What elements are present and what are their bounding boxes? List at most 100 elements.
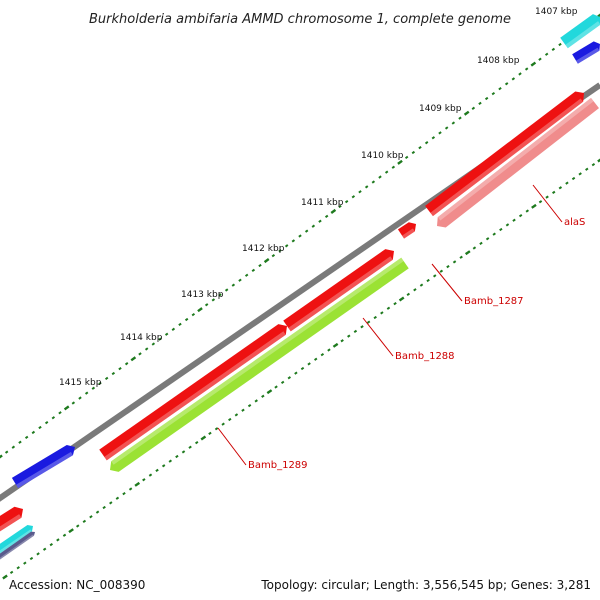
minor-tick: [175, 454, 179, 459]
feature-Bamb_1289-highlight: [111, 257, 404, 465]
feature-slate-body: [0, 531, 35, 560]
feature-track: [0, 14, 600, 560]
major-tick: [2, 574, 8, 580]
minor-tick: [271, 254, 276, 258]
minor-tick: [424, 141, 429, 145]
minor-tick: [274, 385, 278, 389]
minor-tick: [171, 327, 176, 331]
minor-tick: [228, 417, 232, 422]
major-tick: [531, 203, 537, 209]
major-tick: [332, 342, 339, 348]
feature-forward-3-highlight: [402, 228, 415, 239]
minor-tick: [344, 199, 349, 204]
minor-tick: [241, 408, 245, 412]
minor-tick: [188, 445, 192, 449]
feature-forward-2-highlight: [288, 256, 393, 332]
minor-tick: [244, 273, 249, 277]
minor-tick: [492, 232, 496, 236]
minor-tick: [44, 420, 49, 425]
minor-tick: [168, 459, 172, 463]
minor-tick: [58, 411, 62, 415]
minor-tick: [142, 478, 146, 482]
minor-tick: [158, 337, 162, 341]
gene-label: Bamb_1287: [464, 296, 524, 307]
minor-tick: [261, 394, 265, 398]
minor-tick: [378, 175, 382, 179]
minor-tick: [499, 227, 503, 232]
minor-tick: [78, 396, 82, 400]
minor-tick: [324, 214, 329, 218]
minor-tick: [204, 303, 209, 307]
feature-forward-5: [0, 506, 23, 532]
minor-tick: [148, 473, 153, 477]
minor-tick: [164, 332, 169, 336]
minor-tick: [155, 468, 159, 473]
feature-Bamb_1289-body: [110, 257, 409, 472]
minor-tick: [300, 366, 305, 371]
minor-tick: [49, 542, 53, 547]
minor-tick: [524, 67, 529, 71]
minor-tick: [418, 145, 422, 150]
minor-tick: [439, 269, 444, 273]
minor-tick: [458, 116, 462, 120]
minor-tick: [18, 440, 22, 444]
minor-tick: [413, 288, 417, 292]
minor-tick: [393, 302, 397, 306]
minor-tick: [351, 195, 356, 199]
gene-label: Bamb_1289: [248, 460, 308, 471]
feature-forward-4-body: [425, 91, 584, 217]
genome-summary: Topology: circular; Length: 3,556,545 bp…: [261, 578, 591, 592]
minor-tick: [98, 381, 102, 385]
minor-tick: [291, 239, 296, 243]
minor-tick: [585, 167, 589, 171]
minor-tick: [419, 283, 424, 287]
minor-tick: [386, 306, 391, 310]
feature-forward-2: [283, 249, 394, 332]
major-tick: [330, 208, 337, 214]
gene-label: alaS: [564, 217, 585, 228]
minor-tick: [451, 121, 456, 125]
minor-tick: [311, 224, 316, 228]
minor-tick: [498, 87, 502, 91]
major-tick: [200, 435, 207, 441]
minor-tick: [128, 487, 133, 491]
minor-tick: [284, 244, 289, 248]
minor-tick: [9, 570, 14, 574]
minor-tick: [56, 538, 60, 542]
feature-cyan-2: [0, 524, 33, 554]
minor-tick: [471, 106, 476, 110]
major-tick: [197, 307, 203, 313]
feature-slate-highlight: [0, 534, 34, 560]
outer-tick-track: [0, 13, 600, 459]
minor-tick: [340, 339, 344, 343]
feature-forward-1-body: [99, 324, 287, 461]
minor-tick: [23, 561, 27, 565]
minor-tick: [278, 249, 282, 253]
minor-tick: [16, 566, 20, 570]
gene-leader-line: [362, 317, 394, 357]
kbp-label: 1407 kbp: [535, 7, 578, 17]
minor-tick: [62, 533, 67, 537]
minor-tick: [380, 311, 384, 315]
kbp-labels: 1407 kbp 1408 kbp 1409 kbp 1410 kbp 1411 kbp…: [59, 7, 578, 388]
minor-tick: [89, 515, 93, 519]
feature-cyan-1-highlight: [565, 21, 600, 49]
minor-tick: [280, 380, 285, 385]
minor-tick: [347, 334, 351, 338]
minor-tick: [518, 213, 523, 218]
minor-tick: [102, 505, 106, 510]
minor-tick: [298, 234, 302, 238]
minor-tick: [51, 416, 56, 420]
kbp-label: 1414 kbp: [120, 333, 163, 343]
minor-tick: [29, 556, 34, 561]
minor-tick: [444, 126, 449, 130]
kbp-label: 1415 kbp: [59, 378, 102, 388]
feature-slate: [0, 531, 35, 560]
minor-tick: [31, 430, 36, 435]
minor-tick: [307, 362, 311, 366]
minor-tick: [221, 422, 225, 426]
feature-blue-1-body: [11, 444, 76, 489]
minor-tick: [11, 445, 16, 449]
major-tick: [397, 159, 403, 165]
minor-tick: [327, 348, 331, 352]
